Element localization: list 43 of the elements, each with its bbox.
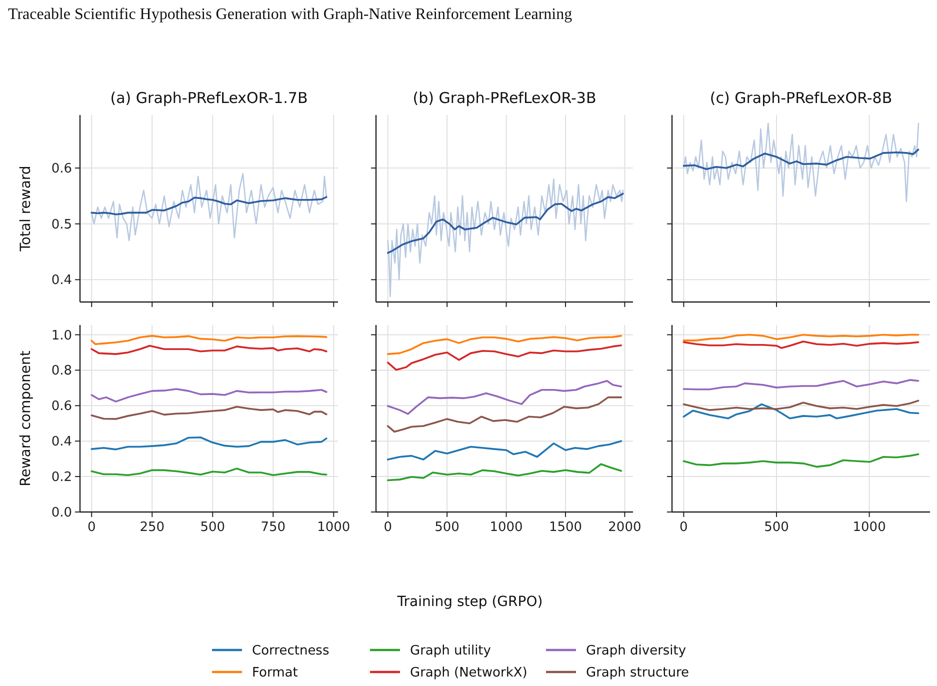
chart-title: (a) Graph-PRefLexOR-1.7B	[110, 89, 308, 107]
x-axis-title: Training step (GRPO)	[396, 594, 543, 610]
y-tick-label: 0.6	[51, 399, 72, 414]
line-series	[90, 334, 328, 346]
line-series	[90, 196, 328, 216]
y-axis-title: Total reward	[18, 166, 34, 252]
y-tick-label: 0.4	[51, 434, 72, 450]
line-series	[90, 468, 328, 476]
line-series	[90, 436, 328, 450]
chart-title: (b) Graph-PRefLexOR-3B	[412, 89, 596, 107]
x-tick-label: 750	[260, 520, 286, 535]
line-series	[90, 344, 328, 355]
x-tick-label: 500	[764, 520, 789, 535]
x-tick-label: 0	[680, 520, 688, 535]
y-tick-label: 0.8	[51, 364, 72, 379]
x-tick-label: 1500	[548, 520, 582, 535]
x-tick-label: 500	[434, 520, 460, 535]
y-tick-label: 1.0	[51, 328, 72, 344]
y-tick-label: 0.4	[51, 273, 72, 288]
legend-label: Graph structure	[586, 666, 690, 681]
line-series	[90, 388, 328, 402]
y-tick-label: 0.5	[51, 217, 72, 232]
text: Traceable Scientific Hypothesis Generation with Graph-Native Reinforcement Learning	[8, 6, 572, 23]
y-axis-title: Reward component	[18, 350, 34, 486]
x-tick-label: 250	[140, 520, 165, 535]
x-tick-label: 1000	[490, 520, 523, 535]
line-series	[90, 406, 328, 420]
x-tick-label: 0	[87, 520, 96, 535]
x-tick-label: 1000	[317, 520, 350, 535]
y-tick-label: 0.2	[51, 470, 72, 486]
x-tick-label: 0	[384, 520, 392, 535]
chart-title: (c) Graph-PRefLexOR-8B	[710, 89, 892, 107]
x-tick-label: 500	[200, 520, 226, 535]
legend-label: Correctness	[252, 644, 330, 659]
legend-label: Graph utility	[410, 644, 492, 659]
line-series	[90, 172, 328, 242]
legend-label: Graph diversity	[586, 644, 686, 659]
y-tick-label: 0.6	[51, 162, 72, 177]
legend-label: Graph (NetworkX)	[410, 666, 528, 681]
y-tick-label: 0.0	[51, 506, 72, 521]
x-tick-label: 2000	[608, 520, 642, 535]
x-tick-label: 1000	[852, 520, 886, 535]
legend-label: Format	[252, 666, 298, 681]
